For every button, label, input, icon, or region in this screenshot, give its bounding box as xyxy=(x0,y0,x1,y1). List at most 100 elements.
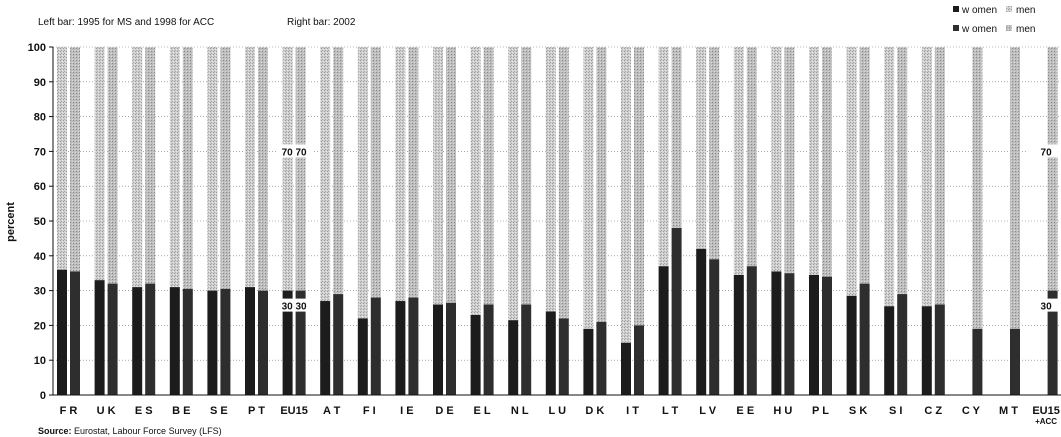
bar-men xyxy=(658,47,669,267)
bar-men xyxy=(884,47,895,307)
bar-men xyxy=(145,47,156,284)
y-tick-label: 50 xyxy=(34,216,46,228)
bar-men xyxy=(483,47,494,305)
y-axis-ticks: 0 10 20 30 40 50 60 70 80 90 100 xyxy=(28,42,53,402)
annotation-bg xyxy=(1028,298,1061,312)
bar-women xyxy=(746,266,757,395)
bar-women xyxy=(483,304,494,395)
bar-women xyxy=(972,328,983,395)
bar-women xyxy=(884,306,895,395)
bar-men xyxy=(846,47,857,296)
source-text: Eurostat, Labour Force Survey (LFS) xyxy=(72,426,222,436)
x-tick-label: M T xyxy=(999,405,1018,417)
bar-men xyxy=(671,47,682,228)
gridlines xyxy=(53,46,1061,361)
x-tick-label: D K xyxy=(585,405,604,417)
bar-men xyxy=(408,47,419,298)
x-tick-label: E E xyxy=(736,405,754,417)
bar-men xyxy=(70,47,80,272)
bar-men xyxy=(395,47,406,302)
x-tick-label: U K xyxy=(97,405,116,417)
bar-men xyxy=(245,47,255,288)
y-tick-label: 70 xyxy=(34,146,46,158)
y-tick-label: 60 xyxy=(34,181,46,193)
bar-women xyxy=(282,290,293,395)
x-tick-label: P T xyxy=(248,405,265,417)
bar-men xyxy=(859,47,870,284)
x-tick-label: S I xyxy=(889,405,902,417)
bar-men xyxy=(545,47,556,312)
bar-men xyxy=(634,47,644,326)
bar-men xyxy=(621,47,631,343)
y-tick-label: 20 xyxy=(34,320,46,332)
bar-women xyxy=(169,287,180,395)
x-tick-label: L V xyxy=(699,405,717,417)
bar-women xyxy=(470,314,481,395)
y-axis-label: percent xyxy=(5,202,17,242)
y-tick-label: 90 xyxy=(34,77,46,89)
bar-men xyxy=(357,47,368,319)
x-tick-label: I E xyxy=(400,405,413,417)
x-tick-label: N L xyxy=(511,405,529,417)
bar-women xyxy=(809,274,819,395)
annotation-men-share: 70 70 xyxy=(282,147,307,158)
bar-men xyxy=(696,47,707,249)
bars xyxy=(57,47,1058,395)
bar-women xyxy=(182,288,193,395)
bar-women xyxy=(596,321,607,395)
bar-men xyxy=(809,47,819,275)
bar-women xyxy=(245,287,255,395)
bar-men xyxy=(733,47,744,275)
source-note: Source: Eurostat, Labour Force Survey (L… xyxy=(38,426,222,436)
bar-women xyxy=(634,325,644,395)
legend-label-women-1: w omen xyxy=(961,5,997,16)
bar-women xyxy=(771,271,782,395)
x-tick-label: P L xyxy=(812,405,829,417)
annotation-women-share: 30 xyxy=(1041,302,1053,313)
bar-men xyxy=(596,47,607,322)
x-tick-label: H U xyxy=(773,405,792,417)
bar-men xyxy=(132,47,143,288)
annotation-bg xyxy=(276,144,313,158)
x-tick-label: L U xyxy=(549,405,567,417)
x-tick-label: S K xyxy=(849,405,867,417)
bar-men xyxy=(746,47,757,267)
legend: w omen men w omen men xyxy=(953,5,1035,35)
bar-men xyxy=(258,47,268,291)
bar-women xyxy=(545,311,556,395)
bar-men xyxy=(470,47,481,315)
bar-men xyxy=(295,47,306,291)
bar-women xyxy=(621,342,631,395)
bar-women xyxy=(1047,290,1058,395)
x-tick-label: S E xyxy=(210,405,228,417)
bar-women xyxy=(583,328,594,395)
x-tick-label: F R xyxy=(60,405,78,417)
bar-women xyxy=(558,318,569,395)
bar-men xyxy=(508,47,519,321)
y-tick-label: 10 xyxy=(34,355,46,367)
bar-men xyxy=(771,47,782,272)
x-axis-labels: F R U K E S B E S E P T EU15 A T F I I E D E E L N L… xyxy=(60,405,1060,426)
y-tick-label: 0 xyxy=(40,390,46,402)
bar-men xyxy=(57,47,67,270)
bar-women xyxy=(320,301,331,395)
bar-women xyxy=(70,271,80,395)
bar-men xyxy=(207,47,218,291)
bar-women xyxy=(658,266,669,395)
bar-men xyxy=(94,47,105,281)
bar-women xyxy=(57,269,67,395)
x-tick-label: E L xyxy=(474,405,491,417)
x-tick-label: C Z xyxy=(924,405,942,417)
y-tick-label: 100 xyxy=(28,42,46,54)
annotation-women-share: 30 30 xyxy=(282,302,307,313)
legend-swatch-men-1 xyxy=(1006,6,1012,12)
bar-men xyxy=(282,47,293,291)
left-bar-note: Left bar: 1995 for MS and 1998 for ACC xyxy=(38,17,214,28)
x-tick-label: E S xyxy=(135,405,153,417)
bar-men xyxy=(446,47,456,303)
bar-women xyxy=(1010,328,1020,395)
y-tick-label: 80 xyxy=(34,112,46,124)
bar-women xyxy=(733,274,744,395)
bar-women xyxy=(508,320,519,395)
